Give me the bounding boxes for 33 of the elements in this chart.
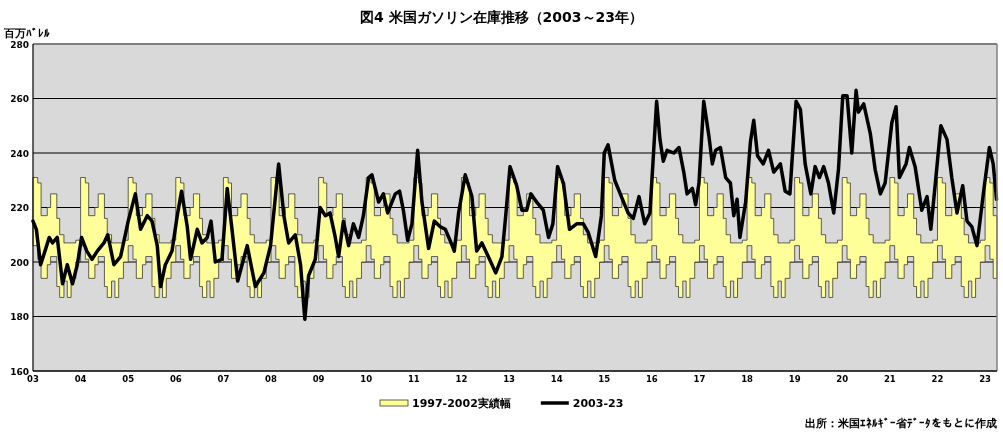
x-tick-label: 14 — [550, 374, 563, 384]
x-tick-label: 03 — [27, 374, 39, 384]
x-tick-label: 05 — [122, 374, 135, 384]
x-tick-label: 12 — [455, 374, 468, 384]
x-tick-label: 11 — [407, 374, 420, 384]
x-tick-label: 19 — [788, 374, 801, 384]
x-tick-label: 16 — [645, 374, 658, 384]
x-tick-label: 15 — [598, 374, 611, 384]
x-tick-label: 20 — [836, 374, 849, 384]
x-tick-label: 17 — [693, 374, 706, 384]
x-tick-label: 04 — [74, 374, 87, 384]
y-axis-title: 百万ﾊﾞﾚﾙ — [3, 27, 50, 40]
x-tick-label: 18 — [741, 374, 754, 384]
x-tick-label: 23 — [979, 374, 992, 384]
y-tick-label: 260 — [10, 94, 29, 104]
y-tick-label: 200 — [10, 257, 29, 268]
legend-label: 2003-23 — [572, 397, 624, 410]
y-tick-label: 280 — [10, 39, 29, 50]
x-tick-label: 07 — [217, 374, 230, 384]
x-tick-label: 08 — [265, 374, 278, 384]
y-tick-label: 240 — [10, 148, 29, 159]
legend-label: 1997-2002実績幅 — [412, 397, 511, 410]
x-tick-label: 22 — [931, 374, 944, 384]
x-tick-label: 06 — [169, 374, 182, 384]
text: 出所：米国ｴﾈﾙｷﾞｰ省ﾃﾞｰﾀをもとに作成 — [805, 417, 997, 430]
y-tick-label: 220 — [10, 203, 29, 213]
x-tick-label: 13 — [503, 374, 516, 384]
x-tick-label: 21 — [883, 374, 896, 384]
x-tick-label: 10 — [360, 374, 373, 384]
x-tick-label: 09 — [312, 374, 325, 384]
y-tick-label: 180 — [10, 312, 29, 322]
y-tick-label: 160 — [10, 366, 29, 377]
chart-title: 図4 米国ガソリン在庫推移（2003～23年） — [359, 9, 644, 25]
